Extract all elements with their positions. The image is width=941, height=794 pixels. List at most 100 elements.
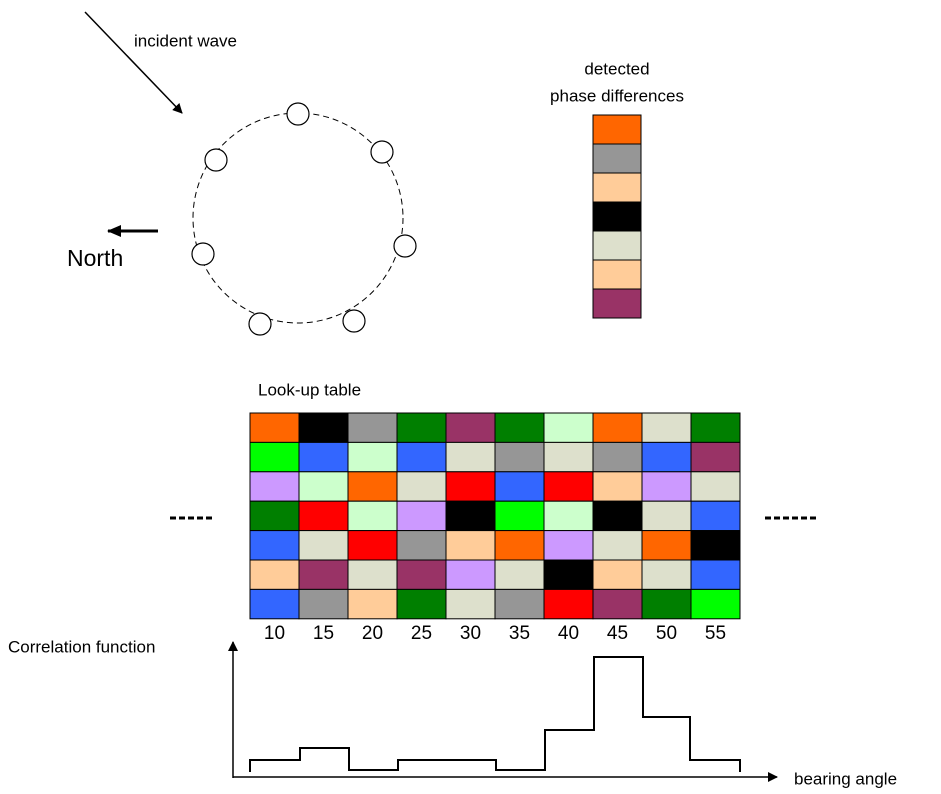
table-cell — [396, 441, 447, 473]
column-label: 15 — [313, 623, 334, 644]
table-cell — [298, 441, 349, 473]
table-cell — [690, 441, 741, 473]
table-cell — [347, 500, 398, 532]
table-cell — [690, 559, 741, 590]
table-cell — [543, 471, 594, 502]
table-cell — [347, 559, 398, 590]
column-label: 10 — [264, 623, 285, 644]
table-cell — [396, 588, 447, 620]
table-cell — [396, 471, 447, 502]
north-label: North — [67, 245, 123, 271]
lookup-table: 10 15 20 25 30 35 40 45 50 55 — [249, 412, 741, 644]
array-circle — [192, 112, 404, 324]
table-cell — [298, 412, 349, 443]
detected-title: phase differences — [550, 86, 684, 105]
table-cell — [494, 500, 545, 532]
table-cell — [592, 471, 643, 502]
column-label: 30 — [460, 623, 481, 644]
table-cell — [494, 412, 545, 443]
table-cell — [592, 530, 643, 561]
table-cell — [494, 559, 545, 590]
table-cell — [690, 588, 741, 620]
detected-title: detected — [584, 59, 649, 78]
incident-label: incident wave — [134, 31, 237, 50]
table-cell — [249, 441, 300, 473]
detected-column — [592, 114, 642, 319]
table-cell — [298, 588, 349, 620]
phase-cell — [592, 288, 642, 319]
phase-cell — [592, 172, 642, 203]
table-cell — [445, 412, 496, 443]
table-cell — [249, 471, 300, 502]
phase-cell — [592, 143, 642, 174]
table-cell — [494, 588, 545, 620]
column-label: 55 — [705, 623, 726, 644]
table-cell — [249, 500, 300, 532]
table-cell — [347, 441, 398, 473]
table-cell — [690, 530, 741, 561]
table-cell — [543, 530, 594, 561]
column-label: 50 — [656, 623, 677, 644]
table-cell — [641, 530, 692, 561]
table-cell — [494, 530, 545, 561]
phase-cell — [592, 114, 642, 145]
table-cell — [298, 530, 349, 561]
phase-cell — [592, 201, 642, 232]
table-cell — [249, 588, 300, 620]
incident-arrow — [84, 11, 183, 114]
table-cell — [641, 500, 692, 532]
table-title: Look-up table — [258, 380, 361, 399]
table-cell — [347, 471, 398, 502]
table-cell — [641, 559, 692, 590]
table-cell — [543, 500, 594, 532]
table-cell — [445, 559, 496, 590]
column-label: 45 — [607, 623, 628, 644]
table-cell — [641, 441, 692, 473]
table-cell — [298, 500, 349, 532]
table-cell — [396, 559, 447, 590]
column-label: 40 — [558, 623, 579, 644]
table-cell — [445, 441, 496, 473]
table-cell — [249, 412, 300, 443]
table-cell — [347, 530, 398, 561]
table-cell — [543, 559, 594, 590]
table-cell — [298, 471, 349, 502]
table-cell — [347, 412, 398, 443]
table-cell — [592, 441, 643, 473]
table-cell — [543, 441, 594, 473]
table-cell — [690, 471, 741, 502]
table-cell — [347, 588, 398, 620]
table-cell — [396, 412, 447, 443]
table-cell — [445, 471, 496, 502]
x-axis-label: bearing angle — [794, 769, 897, 788]
table-cell — [592, 500, 643, 532]
table-cell — [445, 588, 496, 620]
table-cell — [543, 412, 594, 443]
y-axis-label: Correlation function — [8, 637, 155, 656]
correlation-curve — [249, 656, 741, 772]
table-cell — [445, 530, 496, 561]
table-cell — [249, 530, 300, 561]
table-cell — [396, 530, 447, 561]
table-cell — [641, 588, 692, 620]
table-cell — [298, 559, 349, 590]
column-label: 35 — [509, 623, 530, 644]
table-cell — [494, 441, 545, 473]
table-cell — [690, 500, 741, 532]
phase-cell — [592, 230, 642, 261]
table-cell — [641, 412, 692, 443]
table-cell — [592, 588, 643, 620]
table-cell — [445, 500, 496, 532]
table-cell — [641, 471, 692, 502]
table-cell — [690, 412, 741, 443]
table-cell — [249, 559, 300, 590]
antennas — [191, 102, 417, 336]
table-cell — [543, 588, 594, 620]
phase-cell — [592, 259, 642, 290]
table-cell — [592, 559, 643, 590]
table-cell — [396, 500, 447, 532]
column-label: 25 — [411, 623, 432, 644]
column-label: 20 — [362, 623, 383, 644]
table-cell — [592, 412, 643, 443]
